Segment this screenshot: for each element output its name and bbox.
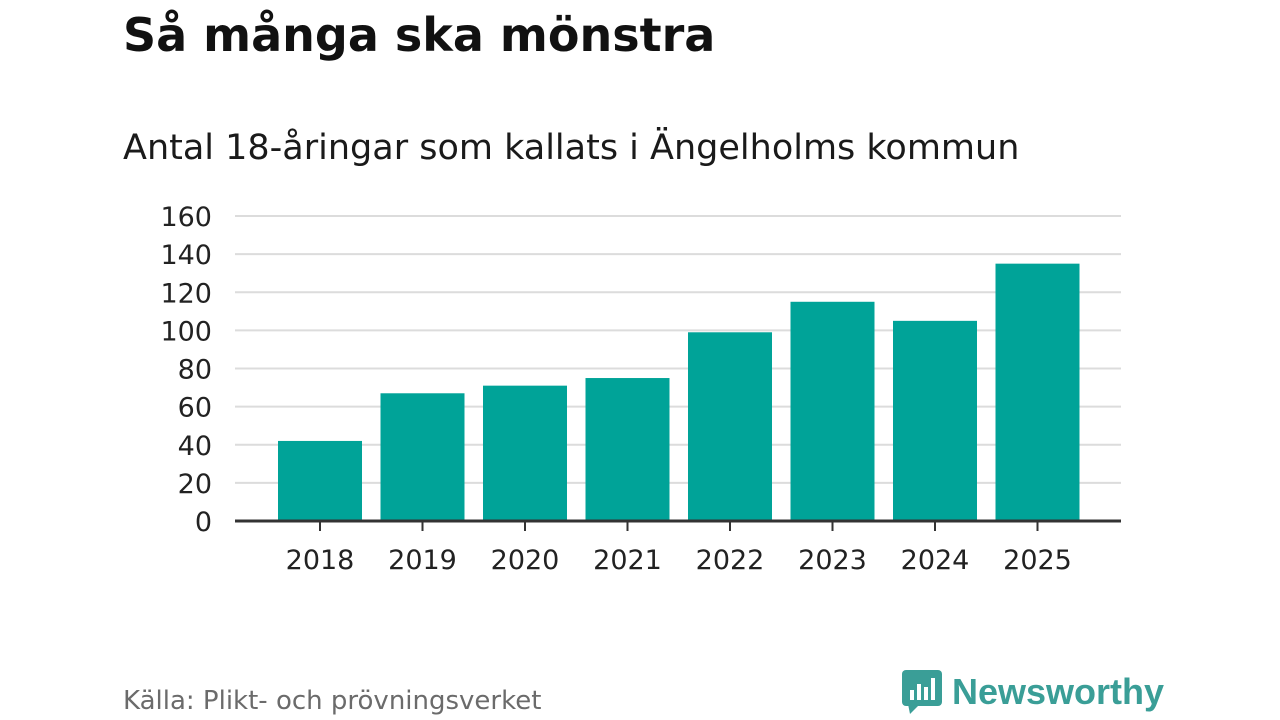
y-tick-label: 120 bbox=[160, 278, 212, 309]
brand-logo: Newsworthy bbox=[902, 670, 1164, 714]
y-tick-label: 160 bbox=[160, 202, 212, 233]
bar bbox=[893, 320, 977, 521]
bar bbox=[688, 332, 772, 521]
bar bbox=[790, 301, 875, 521]
y-tick-label: 80 bbox=[178, 355, 212, 386]
x-tick-label: 2020 bbox=[491, 545, 560, 576]
y-tick-label: 40 bbox=[178, 431, 212, 462]
bar bbox=[278, 440, 362, 521]
bar bbox=[380, 393, 465, 521]
chart-subtitle: Antal 18-åringar som kallats i Ängelholm… bbox=[123, 128, 1020, 168]
x-tick-label: 2018 bbox=[286, 545, 355, 576]
bar-chart-speech-bubble-icon bbox=[902, 670, 942, 714]
y-tick-label: 0 bbox=[195, 507, 212, 538]
source-note: Källa: Plikt- och prövningsverket bbox=[123, 686, 542, 716]
x-tick-label: 2019 bbox=[388, 545, 457, 576]
x-tick-label: 2023 bbox=[798, 545, 867, 576]
x-tick-label: 2021 bbox=[593, 545, 662, 576]
y-tick-label: 20 bbox=[178, 469, 212, 500]
bar bbox=[585, 378, 670, 521]
y-tick-label: 60 bbox=[178, 393, 212, 424]
y-tick-label: 140 bbox=[160, 240, 212, 271]
bar bbox=[995, 263, 1080, 521]
x-tick-label: 2025 bbox=[1003, 545, 1072, 576]
x-tick-label: 2024 bbox=[901, 545, 970, 576]
y-tick-label: 100 bbox=[160, 316, 212, 347]
brand-name: Newsworthy bbox=[952, 671, 1165, 712]
chart-title: Så många ska mönstra bbox=[123, 8, 716, 62]
x-tick-label: 2022 bbox=[696, 545, 765, 576]
bar bbox=[483, 385, 567, 521]
